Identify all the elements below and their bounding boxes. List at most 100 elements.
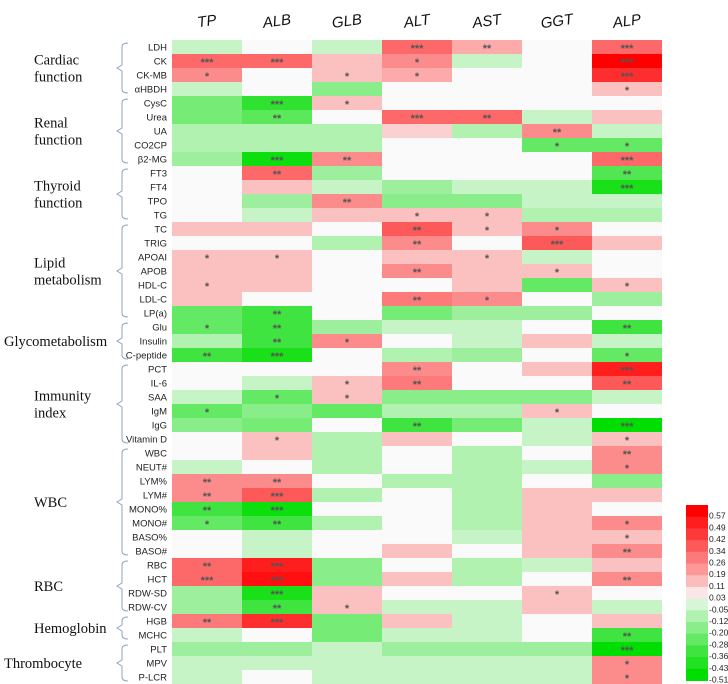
- colorbar-swatch: [686, 668, 708, 681]
- group-label: function: [34, 133, 83, 149]
- heatmap-cell: [522, 82, 592, 96]
- row-label: RDW-SD: [128, 589, 167, 600]
- heatmap-cell: [172, 54, 242, 68]
- heatmap-cell: [242, 614, 312, 628]
- heatmap-cell: [592, 166, 662, 180]
- significance-stars: *: [625, 85, 630, 97]
- heatmap-cell: [382, 68, 452, 82]
- heatmap-cell: [452, 82, 522, 96]
- heatmap-cell: [382, 194, 452, 208]
- heatmap-cell: [592, 348, 662, 362]
- significance-stars: ***: [621, 365, 635, 377]
- colorbar-swatch: [686, 645, 708, 658]
- significance-stars: *: [625, 519, 630, 531]
- heatmap-cell: [242, 306, 312, 320]
- heatmap-cell: [592, 208, 662, 222]
- row-label: HCT: [147, 575, 167, 586]
- heatmap-cell: [522, 194, 592, 208]
- heatmap-cell: [522, 222, 592, 236]
- colorbar-tick: 0.57: [709, 511, 726, 521]
- heatmap-cell: [452, 264, 522, 278]
- significance-stars: **: [203, 561, 212, 573]
- heatmap-cell: [382, 530, 452, 544]
- row-label: β2-MG: [138, 155, 167, 166]
- heatmap-cell: [312, 166, 382, 180]
- significance-stars: ***: [621, 421, 635, 433]
- heatmap-cell: [172, 362, 242, 376]
- heatmap-cell: [522, 250, 592, 264]
- heatmap-cell: [382, 628, 452, 642]
- significance-stars: **: [413, 225, 422, 237]
- group-brace: [116, 168, 129, 220]
- heatmap-cell: [172, 544, 242, 558]
- significance-stars: **: [273, 113, 282, 125]
- heatmap-cell: [312, 278, 382, 292]
- row-label: FT3: [150, 169, 167, 180]
- heatmap-cell: [312, 334, 382, 348]
- heatmap-cell: [242, 236, 312, 250]
- heatmap-cell: [312, 40, 382, 54]
- heatmap-cell: [382, 614, 452, 628]
- heatmap-cell: [172, 530, 242, 544]
- heatmap-cell: [172, 278, 242, 292]
- significance-stars: *: [625, 659, 630, 671]
- heatmap-cell: [242, 54, 312, 68]
- colorbar-tick: -0.43: [709, 663, 728, 673]
- heatmap-cell: [312, 222, 382, 236]
- significance-stars: **: [203, 491, 212, 503]
- heatmap-cell: [522, 40, 592, 54]
- heatmap-cell: [452, 348, 522, 362]
- heatmap-cell: [172, 180, 242, 194]
- significance-stars: **: [203, 617, 212, 629]
- heatmap-cell: [242, 82, 312, 96]
- significance-stars: **: [413, 267, 422, 279]
- heatmap-cell: [592, 656, 662, 670]
- column-header-ast: AST: [470, 11, 504, 32]
- significance-stars: *: [205, 323, 210, 335]
- significance-stars: **: [343, 197, 352, 209]
- heatmap-cell: [172, 558, 242, 572]
- group-label: Cardiac: [34, 53, 79, 69]
- heatmap-cell: [312, 614, 382, 628]
- heatmap-cell: [312, 488, 382, 502]
- heatmap-cell: [172, 628, 242, 642]
- row-label: PCT: [148, 365, 167, 376]
- significance-stars: *: [275, 435, 280, 447]
- significance-stars: *: [625, 533, 630, 545]
- heatmap-cell: [242, 544, 312, 558]
- significance-stars: ***: [271, 351, 285, 363]
- row-label: CK-MB: [136, 71, 167, 82]
- significance-stars: **: [273, 309, 282, 321]
- significance-stars: ***: [271, 589, 285, 601]
- significance-stars: *: [625, 463, 630, 475]
- significance-stars: ***: [271, 575, 285, 587]
- heatmap-cell: [382, 222, 452, 236]
- heatmap-cell: [452, 488, 522, 502]
- group-label: metabolism: [34, 273, 102, 289]
- row-label: C-peptide: [126, 351, 167, 362]
- heatmap-cell: [382, 474, 452, 488]
- heatmap-cell: [172, 418, 242, 432]
- heatmap-cell: [522, 166, 592, 180]
- heatmap-cell: [452, 670, 522, 684]
- heatmap-cell: [592, 404, 662, 418]
- heatmap-cell: [592, 516, 662, 530]
- row-label: Insulin: [140, 337, 167, 348]
- heatmap-cell: [172, 502, 242, 516]
- heatmap-cell: [382, 460, 452, 474]
- heatmap-cell: [452, 600, 522, 614]
- heatmap-cell: [382, 418, 452, 432]
- heatmap-cell: [452, 628, 522, 642]
- heatmap-cell: [172, 152, 242, 166]
- heatmap-cell: [382, 558, 452, 572]
- heatmap-cell: [172, 516, 242, 530]
- heatmap-cell: [382, 656, 452, 670]
- significance-stars: **: [203, 351, 212, 363]
- heatmap-cell: [172, 446, 242, 460]
- heatmap-cell: [452, 376, 522, 390]
- heatmap-cell: [312, 530, 382, 544]
- heatmap-cell: [312, 586, 382, 600]
- group-brace: [116, 448, 129, 556]
- group-brace: [116, 560, 129, 612]
- heatmap-cell: [172, 292, 242, 306]
